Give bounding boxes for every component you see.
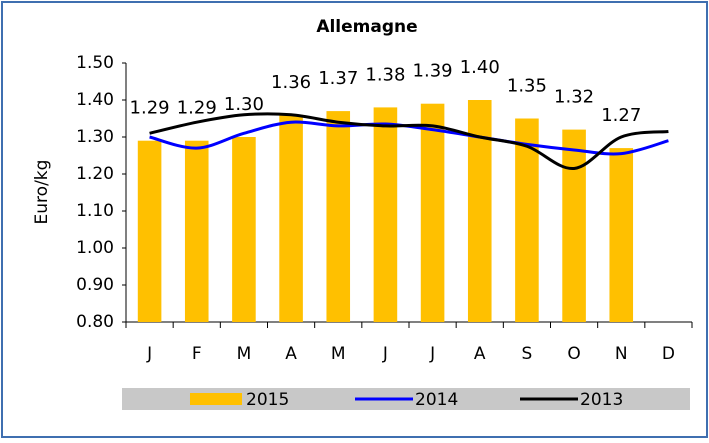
data-label: 1.32 [554,87,594,108]
data-label: 1.30 [224,94,264,115]
x-tick-label: N [615,344,628,364]
legend-label: 2013 [580,390,623,410]
x-tick-label: S [522,344,533,364]
data-label: 1.37 [318,68,358,89]
bar [609,148,634,322]
x-tick-label: A [474,344,486,364]
x-tick-label: A [285,344,297,364]
bar [515,118,539,322]
y-tick-label: 1.30 [76,127,114,147]
data-label: 1.29 [130,98,170,119]
data-label: 1.29 [177,98,217,119]
bar [232,137,256,322]
data-label: 1.38 [365,64,405,85]
data-label: 1.36 [271,72,311,93]
bar [184,140,209,322]
data-label: 1.35 [507,76,547,97]
line [149,112,669,170]
y-tick-label: 1.50 [76,53,114,73]
data-label: 1.27 [601,105,641,126]
y-tick-label: 0.80 [76,312,114,332]
x-tick-label: J [146,344,152,364]
y-tick-label: 1.20 [76,164,114,184]
x-tick-label: M [237,344,252,364]
legend-label: 2014 [415,390,458,410]
x-tick-label: J [429,344,435,364]
bar [420,103,445,322]
bar [326,111,351,322]
bar [279,114,303,322]
bar [373,107,398,323]
y-tick-label: 1.10 [76,201,114,221]
y-tick-label: 1.00 [76,238,114,258]
x-tick-label: O [567,344,580,364]
bar [562,129,586,322]
y-axis-label: Euro/kg [32,160,52,225]
data-label: 1.40 [460,57,500,78]
x-tick-label: J [382,344,388,364]
legend-label: 2015 [246,390,289,410]
bar [137,140,162,322]
legend-swatch [190,393,242,405]
bar [467,100,492,322]
data-label: 1.39 [413,61,453,82]
chart-title: Allemagne [316,17,417,37]
y-tick-label: 1.40 [76,90,114,110]
y-tick-label: 0.90 [76,275,114,295]
x-tick-label: F [192,344,202,364]
x-tick-label: D [662,344,675,364]
x-tick-label: M [331,344,346,364]
